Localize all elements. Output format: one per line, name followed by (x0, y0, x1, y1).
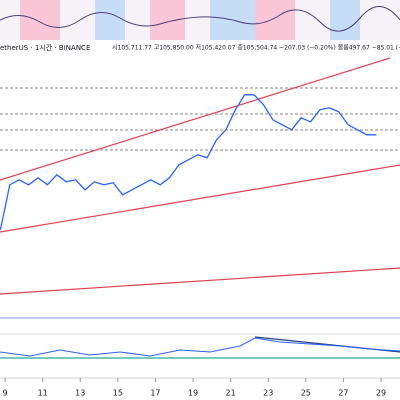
x-tick-label: 11 (38, 389, 48, 398)
x-tick-label: 19 (188, 389, 198, 398)
levels (0, 87, 400, 151)
x-tick-label: 17 (150, 389, 160, 398)
x-tick-label: 21 (226, 389, 236, 398)
ohlc: 시105,711.77 고105,850.00 저105,420.07 종105… (112, 44, 400, 52)
lower-indicator (0, 317, 400, 359)
trend-lines (0, 57, 400, 295)
x-tick-label: 9 (3, 389, 8, 398)
symbol: etherUS · 1시간 · BINANCE (0, 43, 90, 52)
top-indicator (0, 0, 400, 40)
x-tick-label: 13 (75, 389, 85, 398)
x-tick-label: 25 (301, 389, 311, 398)
price-line (0, 94, 377, 230)
x-tick-label: 27 (338, 389, 348, 398)
x-tick-label: 23 (263, 389, 273, 398)
x-tick-label: 15 (113, 389, 123, 398)
x-tick-label: 29 (376, 389, 386, 398)
